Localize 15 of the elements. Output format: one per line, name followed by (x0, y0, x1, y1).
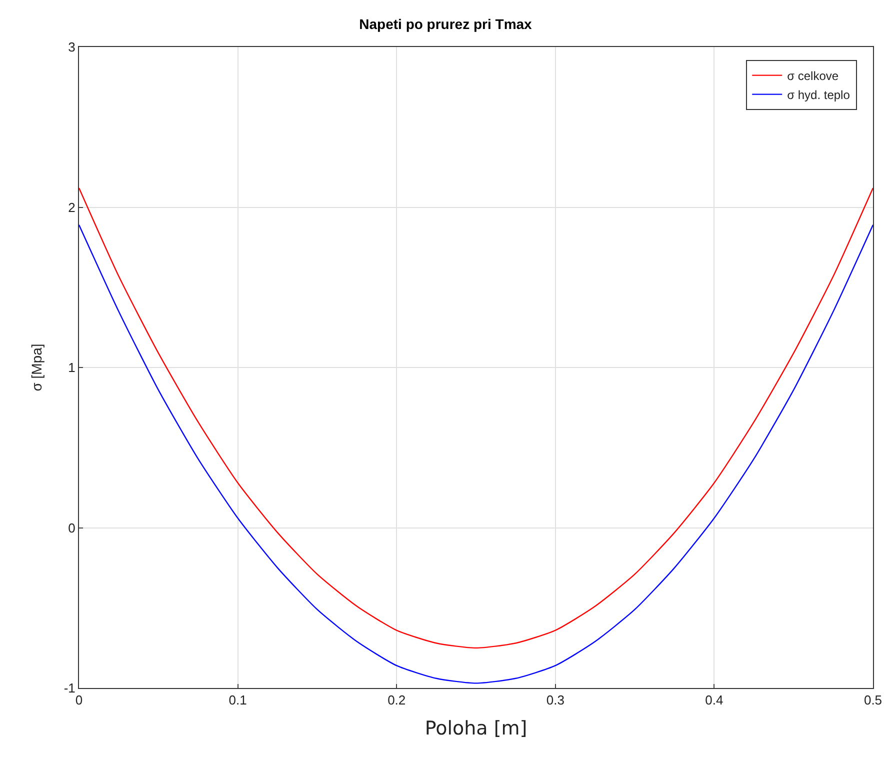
y-tick-label: 0 (68, 520, 76, 536)
y-tick-label: 2 (68, 200, 76, 215)
y-tick-label: 3 (68, 40, 76, 55)
x-tick-label: 0.3 (546, 692, 564, 708)
x-axis-title: Poloha [m] (424, 717, 528, 740)
x-tick-label: 0.2 (388, 692, 406, 708)
x-tick-label: 0.4 (705, 692, 724, 708)
legend-label: σ celkove (787, 69, 839, 83)
y-tick-label: -1 (64, 680, 76, 696)
y-tick-label: 1 (68, 360, 76, 376)
legend-label: σ hyd. teplo (787, 88, 850, 102)
chart-title: Napeti po prurez pri Tmax (359, 16, 532, 32)
y-axis-title: σ [Mpa] (28, 344, 44, 392)
x-tick-label: 0.1 (228, 692, 247, 708)
x-tick-label: 0.5 (864, 692, 882, 708)
